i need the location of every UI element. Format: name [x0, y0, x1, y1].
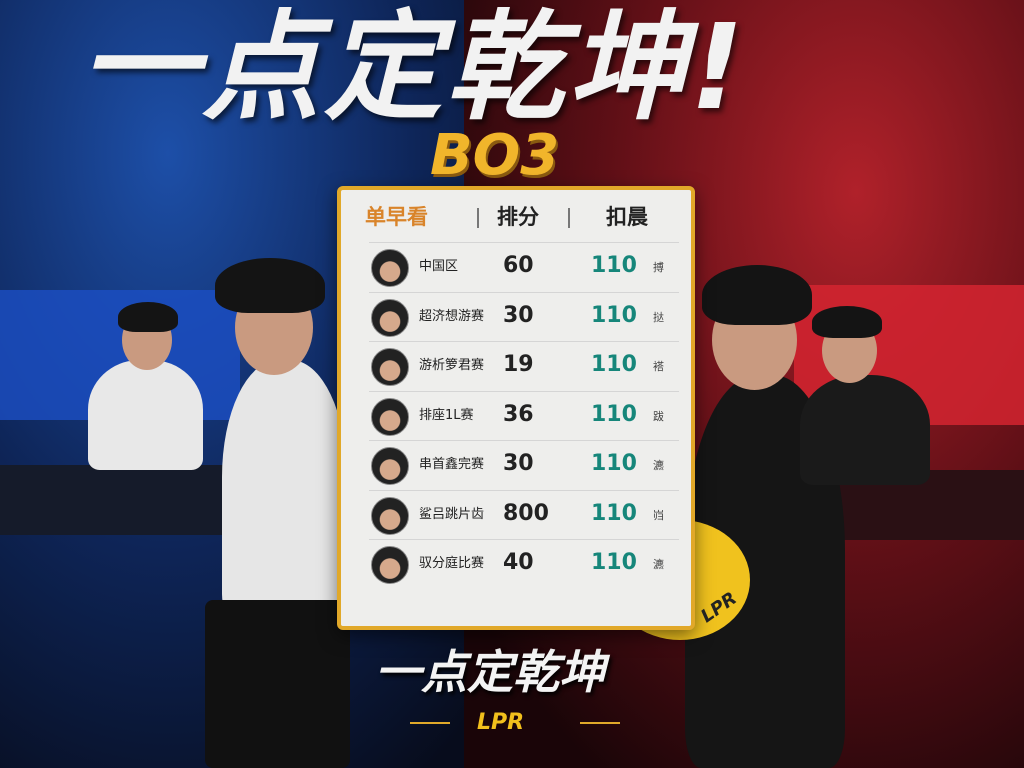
row-score: 30 — [503, 451, 534, 476]
divider — [477, 208, 479, 228]
row-unit: 瀌 — [653, 558, 664, 571]
player-hair — [812, 306, 882, 338]
avatar — [371, 546, 409, 584]
row-value: 110 — [591, 550, 637, 575]
bo3-label: BO3 — [430, 123, 560, 188]
row-value: 110 — [591, 451, 637, 476]
avatar — [371, 447, 409, 485]
table-row: 游析箩君赛 19 110 褡 — [369, 341, 679, 389]
table-header: 单早看 排分 扣晨 — [341, 204, 691, 234]
player-white-jersey-front — [222, 360, 347, 620]
table-row: 排座1L赛 36 110 跋 — [369, 390, 679, 439]
lpr-logo: LPR — [477, 710, 525, 735]
table-row: 中国区 60 110 搏 — [369, 242, 679, 290]
row-name: 游析箩君赛 — [419, 358, 485, 373]
row-score: 30 — [503, 302, 534, 328]
divider — [568, 208, 570, 228]
standings-card: 单早看 排分 扣晨 中国区 60 110 搏 超济想游赛 30 110 挞 游析… — [337, 186, 695, 630]
header-col-3: 扣晨 — [606, 205, 648, 229]
row-unit: 跋 — [653, 409, 664, 423]
row-value: 110 — [591, 352, 637, 377]
row-score: 60 — [503, 253, 534, 278]
header-col-1: 单早看 — [365, 205, 428, 229]
row-name: 鲨吕跳片齿 — [419, 506, 485, 522]
row-name: 超济想游赛 — [419, 308, 485, 324]
row-name: 排座1L赛 — [419, 407, 474, 423]
row-name: 中国区 — [419, 259, 459, 274]
row-value: 110 — [591, 500, 637, 526]
avatar — [371, 496, 409, 535]
avatar — [371, 298, 409, 337]
row-unit: 褡 — [653, 360, 664, 373]
player-black-jersey-back — [800, 375, 930, 485]
row-score: 40 — [503, 550, 534, 575]
table-row: 驭分庭比赛 40 110 瀌 — [369, 539, 679, 587]
divider-line — [410, 722, 450, 724]
row-score: 36 — [503, 401, 534, 427]
row-value: 110 — [591, 302, 637, 328]
row-name: 驭分庭比赛 — [419, 556, 485, 571]
player-hair — [215, 258, 325, 313]
row-unit: 挞 — [653, 310, 664, 324]
avatar — [371, 348, 409, 386]
player-hair — [118, 302, 178, 332]
row-score: 19 — [503, 352, 534, 377]
row-name: 串首鑫完赛 — [419, 457, 485, 472]
avatar — [371, 397, 409, 436]
row-unit: 搏 — [653, 261, 664, 274]
row-unit: 瀌 — [653, 459, 664, 472]
player-hair — [702, 265, 812, 325]
row-value: 110 — [591, 253, 637, 278]
subtitle: 一点定乾坤 — [375, 645, 605, 699]
row-unit: 岿 — [653, 508, 664, 522]
player-shorts — [205, 600, 350, 768]
table-row: 串首鑫完赛 30 110 瀌 — [369, 440, 679, 488]
divider-line — [580, 722, 620, 724]
row-value: 110 — [591, 401, 637, 427]
header-col-2: 排分 — [497, 205, 539, 229]
player-white-jersey-back — [88, 360, 203, 470]
table-row: 鲨吕跳片齿 800 110 岿 — [369, 489, 679, 538]
avatar — [371, 249, 409, 287]
row-score: 800 — [503, 500, 549, 526]
table-row: 超济想游赛 30 110 挞 — [369, 291, 679, 340]
poster-title: 一点定乾坤! — [80, 0, 748, 136]
